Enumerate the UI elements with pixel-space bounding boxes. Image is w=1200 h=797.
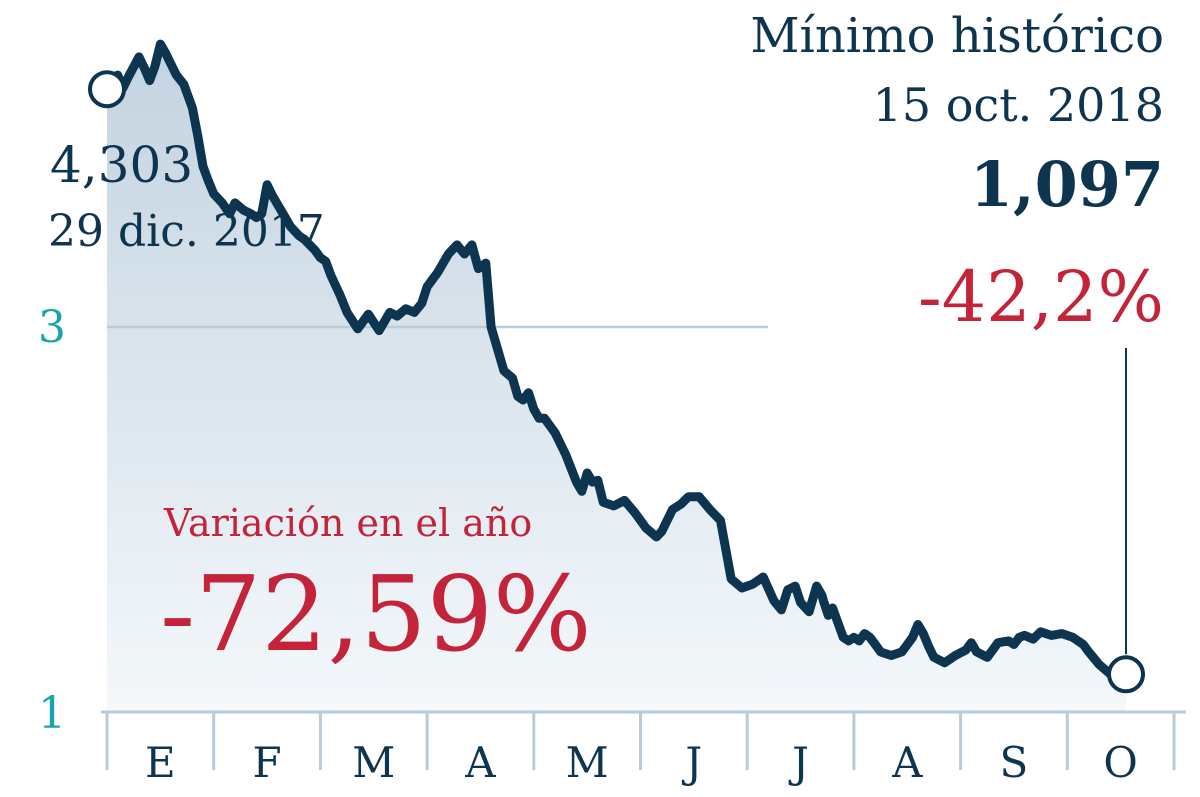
x-tick-label: A xyxy=(465,738,496,787)
x-tick-label: E xyxy=(145,738,176,787)
x-tick-label: M xyxy=(565,738,609,787)
x-tick-label: F xyxy=(252,738,282,787)
area-fill xyxy=(107,44,1126,713)
x-tick-label: S xyxy=(999,738,1029,787)
y-tick-label-3: 3 xyxy=(38,302,66,353)
low-change: -42,2% xyxy=(917,256,1164,338)
end-marker xyxy=(1107,655,1145,694)
year-change-value: -72,59% xyxy=(160,553,592,675)
start-marker xyxy=(88,70,126,109)
start-value-label: 4,303 xyxy=(50,136,194,194)
price-line xyxy=(102,39,1131,681)
x-tick-label: M xyxy=(352,738,396,787)
low-title: Mínimo histórico xyxy=(750,8,1164,64)
x-tick-label: A xyxy=(892,738,923,787)
low-value: 1,097 xyxy=(969,148,1164,221)
x-tick-label: J xyxy=(792,738,809,787)
low-date: 15 oct. 2018 xyxy=(872,78,1164,132)
x-tick-label: O xyxy=(1103,738,1138,787)
y-tick-label-1: 1 xyxy=(38,688,66,739)
year-change-label: Variación en el año xyxy=(164,501,533,545)
x-tick-label: J xyxy=(685,738,703,787)
start-date-label: 29 dic. 2017 xyxy=(48,206,325,257)
